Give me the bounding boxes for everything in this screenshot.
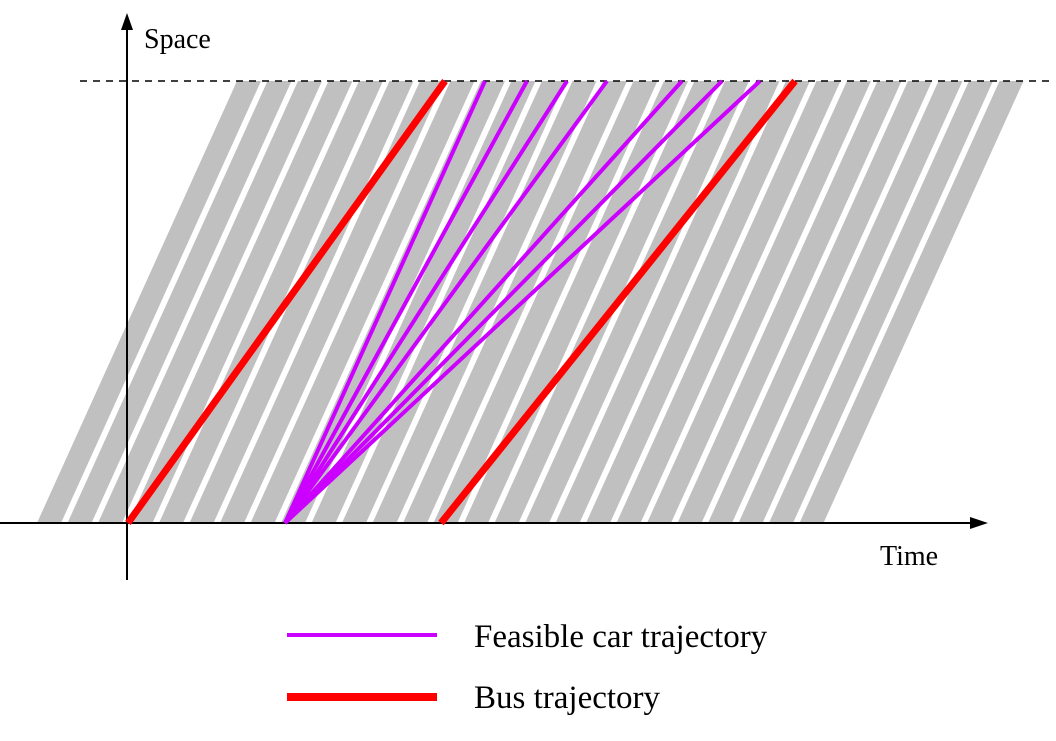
car-trajectory bbox=[283, 79, 762, 525]
green-wave-band bbox=[342, 81, 566, 523]
space-axis-label: Space bbox=[144, 24, 211, 55]
legend-bus-label: Bus trajectory bbox=[474, 680, 661, 716]
green-wave-band bbox=[647, 81, 871, 523]
green-wave-band bbox=[616, 81, 841, 523]
space-axis-arrowhead bbox=[121, 13, 133, 30]
green-wave-band bbox=[708, 81, 932, 523]
legend-car-label: Feasible car trajectory bbox=[474, 619, 768, 655]
green-wave-band bbox=[769, 81, 993, 523]
green-wave-band bbox=[37, 81, 261, 523]
green-wave-band bbox=[159, 81, 383, 523]
bus-trajectory bbox=[125, 78, 448, 526]
green-wave-band bbox=[220, 81, 444, 523]
bus-trajectory bbox=[438, 78, 798, 526]
car-trajectory bbox=[283, 79, 569, 525]
car-trajectories bbox=[283, 79, 762, 525]
green-wave-band bbox=[555, 81, 780, 523]
car-trajectory bbox=[283, 79, 609, 525]
green-wave-band bbox=[250, 81, 475, 523]
time-axis-arrowhead bbox=[970, 517, 988, 529]
bus-trajectories bbox=[125, 78, 798, 526]
green-wave-bands bbox=[37, 81, 1024, 523]
green-wave-band bbox=[586, 81, 810, 523]
green-wave-band bbox=[738, 81, 963, 523]
green-wave-band bbox=[677, 81, 902, 523]
time-axis-label: Time bbox=[880, 541, 938, 572]
car-trajectory bbox=[283, 79, 724, 525]
green-wave-band bbox=[433, 81, 658, 523]
green-wave-band bbox=[525, 81, 749, 523]
green-wave-band bbox=[98, 81, 322, 523]
green-wave-band bbox=[67, 81, 292, 523]
green-wave-band bbox=[128, 81, 353, 523]
green-wave-band bbox=[464, 81, 688, 523]
green-wave-band bbox=[799, 81, 1024, 523]
car-trajectory bbox=[283, 79, 684, 525]
green-wave-band bbox=[403, 81, 627, 523]
car-trajectory bbox=[283, 80, 529, 524]
car-trajectory bbox=[283, 80, 487, 524]
green-wave-band bbox=[494, 81, 719, 523]
green-wave-band bbox=[189, 81, 414, 523]
legend: Feasible car trajectory Bus trajectory bbox=[287, 619, 768, 716]
